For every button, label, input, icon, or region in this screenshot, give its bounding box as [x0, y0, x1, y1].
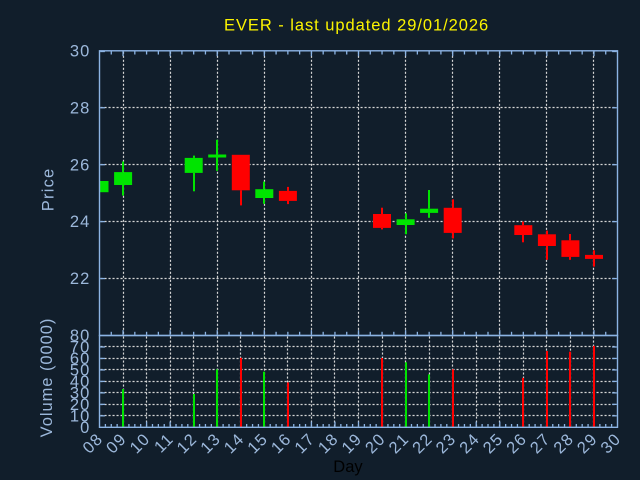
svg-text:Price: Price — [39, 168, 57, 212]
svg-text:EVER - last updated 29/01/2026: EVER - last updated 29/01/2026 — [224, 17, 489, 35]
svg-text:10: 10 — [70, 407, 91, 425]
svg-text:60: 60 — [70, 350, 91, 368]
svg-text:20: 20 — [70, 396, 91, 414]
svg-text:Volume (0000): Volume (0000) — [38, 318, 56, 438]
svg-text:30: 30 — [70, 385, 91, 403]
svg-text:26: 26 — [70, 156, 91, 174]
svg-text:30: 30 — [70, 42, 91, 60]
svg-text:80: 80 — [70, 327, 91, 345]
svg-text:24: 24 — [70, 213, 91, 231]
svg-text:28: 28 — [70, 99, 91, 117]
svg-text:70: 70 — [70, 339, 91, 357]
svg-text:50: 50 — [70, 362, 91, 380]
svg-text:40: 40 — [70, 373, 91, 391]
svg-text:0: 0 — [80, 419, 90, 437]
svg-text:Day: Day — [333, 458, 363, 476]
svg-text:22: 22 — [70, 270, 91, 288]
